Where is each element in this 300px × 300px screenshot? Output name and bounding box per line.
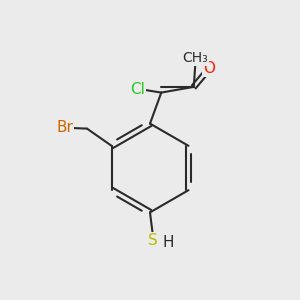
Text: S: S [148, 233, 158, 248]
Text: CH₃: CH₃ [182, 51, 208, 65]
Text: O: O [203, 61, 215, 76]
Text: Cl: Cl [130, 82, 145, 97]
Text: H: H [163, 235, 174, 250]
Text: Br: Br [56, 121, 73, 136]
